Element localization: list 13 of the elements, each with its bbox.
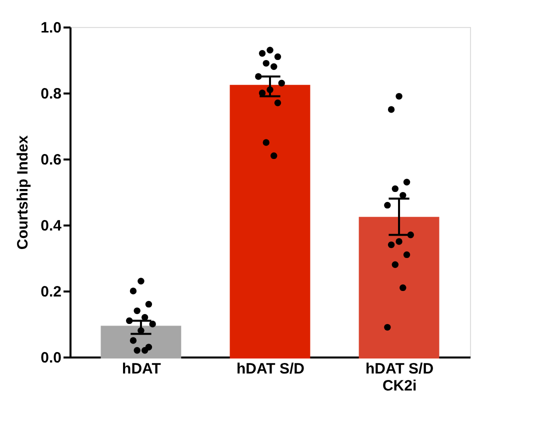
y-axis-title: Courtship Index xyxy=(14,134,32,250)
bar xyxy=(358,216,440,358)
y-tick-label: 1.0 xyxy=(40,20,62,36)
y-tick-label: 0.4 xyxy=(40,218,62,234)
y-tick-label: 0.0 xyxy=(40,350,62,366)
y-tick-label: 0.6 xyxy=(40,152,62,168)
y-tick-label: 0.2 xyxy=(40,284,62,300)
x-tick-label: hDAT S/D CK2i xyxy=(366,360,434,394)
y-tick-label: 0.8 xyxy=(40,86,62,102)
bar xyxy=(100,326,182,358)
x-tick-label: hDAT xyxy=(122,360,161,378)
bar xyxy=(230,84,310,358)
x-tick-label: hDAT S/D xyxy=(236,360,305,378)
